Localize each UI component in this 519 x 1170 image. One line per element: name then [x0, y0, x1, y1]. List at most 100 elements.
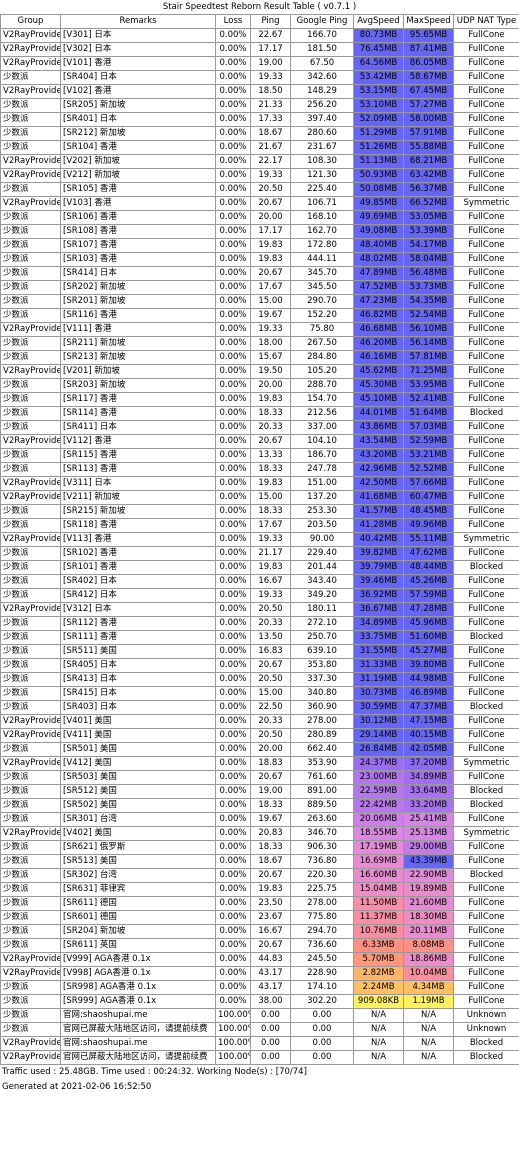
table-cell: FullCone: [453, 266, 519, 281]
table-cell: V2RayProvider: [0, 490, 61, 505]
result-table: Group Remarks Loss Ping Google Ping AvgSpeed M…: [0, 14, 519, 1065]
table-row: 少数派 [SR212] 新加坡 0.00% 18.67 280.60 51.29MB 57.…: [0, 126, 519, 141]
table-cell: 19.00: [250, 56, 291, 71]
table-cell: [V111] 香港: [60, 322, 216, 337]
table-cell: 20.67: [250, 196, 291, 211]
table-cell: FullCone: [453, 112, 519, 127]
table-cell: 53.05MB: [403, 210, 454, 225]
table-cell: 20.06MB: [353, 812, 404, 827]
table-row: 少数派 [SR103] 香港 0.00% 19.83 444.11 48.02MB 58.0…: [0, 252, 519, 267]
table-cell: V2RayProvider: [0, 168, 61, 183]
table-cell: 53.39MB: [403, 224, 454, 239]
table-cell: 49.85MB: [353, 196, 404, 211]
table-cell: [SR118] 香港: [60, 518, 216, 533]
table-cell: V2RayProvider: [0, 322, 61, 337]
table-cell: 0.00%: [215, 742, 251, 757]
table-cell: FullCone: [453, 686, 519, 701]
table-cell: 19.33: [250, 532, 291, 547]
table-cell: 42.96MB: [353, 462, 404, 477]
table-cell: 18.30MB: [403, 910, 454, 925]
table-cell: 23.50: [250, 896, 291, 911]
table-cell: 0.00%: [215, 476, 251, 491]
table-row: V2RayProvider [V312] 日本 0.00% 20.50 180.11 36…: [0, 602, 519, 617]
table-cell: FullCone: [453, 84, 519, 99]
table-cell: 639.10: [290, 644, 354, 659]
table-cell: [SR106] 香港: [60, 210, 216, 225]
table-cell: 19.33: [250, 70, 291, 85]
table-cell: V2RayProvider: [0, 434, 61, 449]
table-cell: FullCone: [453, 714, 519, 729]
table-cell: 5.70MB: [353, 952, 404, 967]
table-cell: FullCone: [453, 644, 519, 659]
table-cell: FullCone: [453, 490, 519, 505]
table-cell: 19.33: [250, 588, 291, 603]
table-cell: 0.00%: [215, 42, 251, 57]
table-cell: 0.00%: [215, 616, 251, 631]
table-cell: 16.69MB: [353, 854, 404, 869]
table-cell: 少数派: [0, 812, 61, 827]
table-cell: 168.10: [290, 210, 354, 225]
table-cell: FullCone: [453, 658, 519, 673]
table-cell: 0.00%: [215, 168, 251, 183]
table-cell: 47.15MB: [403, 714, 454, 729]
table-cell: 19.33: [250, 168, 291, 183]
table-cell: 57.59MB: [403, 588, 454, 603]
table-cell: 20.67: [250, 770, 291, 785]
table-cell: 16.67: [250, 574, 291, 589]
column-header: AvgSpeed: [353, 14, 404, 29]
table-cell: FullCone: [453, 476, 519, 491]
table-cell: 43.54MB: [353, 434, 404, 449]
table-cell: 909.08KB: [353, 994, 404, 1009]
table-cell: V2RayProvider: [0, 826, 61, 841]
table-cell: 15.04MB: [353, 882, 404, 897]
table-cell: [SR415] 日本: [60, 686, 216, 701]
table-cell: N/A: [403, 1008, 454, 1023]
table-cell: 0.00%: [215, 966, 251, 981]
table-cell: 20.50: [250, 672, 291, 687]
table-cell: 0.00%: [215, 140, 251, 155]
table-row: 少数派 [SR202] 新加坡 0.00% 17.67 345.50 47.52MB 53.…: [0, 280, 519, 295]
table-cell: V2RayProvider: [0, 602, 61, 617]
table-cell: 41.28MB: [353, 518, 404, 533]
table-cell: V2RayProvider: [0, 84, 61, 99]
table-row: V2RayProvider [V103] 香港 0.00% 20.67 106.71 49…: [0, 196, 519, 211]
table-cell: FullCone: [453, 350, 519, 365]
table-cell: 57.03MB: [403, 420, 454, 435]
table-cell: [SR117] 香港: [60, 392, 216, 407]
table-cell: [V103] 香港: [60, 196, 216, 211]
table-cell: FullCone: [453, 742, 519, 757]
table-cell: 少数派: [0, 98, 61, 113]
table-cell: 49.69MB: [353, 210, 404, 225]
table-row: 少数派 [SR402] 日本 0.00% 16.67 343.40 39.46MB 45.2…: [0, 574, 519, 589]
table-cell: 0.00%: [215, 238, 251, 253]
table-cell: 43.39MB: [403, 854, 454, 869]
table-cell: 20.00: [250, 742, 291, 757]
table-row: V2RayProvider [V211] 新加坡 0.00% 15.00 137.20 4…: [0, 490, 519, 505]
table-cell: [SR201] 新加坡: [60, 294, 216, 309]
table-cell: Blocked: [453, 630, 519, 645]
table-cell: 80.73MB: [353, 28, 404, 43]
table-cell: FullCone: [453, 182, 519, 197]
table-cell: 180.11: [290, 602, 354, 617]
table-cell: 30.12MB: [353, 714, 404, 729]
table-cell: 42.05MB: [403, 742, 454, 757]
table-cell: 272.10: [290, 616, 354, 631]
table-cell: 245.50: [290, 952, 354, 967]
table-cell: FullCone: [453, 448, 519, 463]
table-cell: 349.20: [290, 588, 354, 603]
table-cell: 45.30MB: [353, 378, 404, 393]
table-cell: [V112] 香港: [60, 434, 216, 449]
table-cell: 17.67: [250, 518, 291, 533]
table-cell: 官网已屏蔽大陆地区访问，请提前续费: [60, 1022, 216, 1037]
table-cell: 162.70: [290, 224, 354, 239]
table-cell: [SR107] 香港: [60, 238, 216, 253]
table-cell: [SR503] 美国: [60, 770, 216, 785]
table-cell: FullCone: [453, 322, 519, 337]
table-cell: 95.65MB: [403, 28, 454, 43]
table-cell: 40.42MB: [353, 532, 404, 547]
table-cell: 少数派: [0, 644, 61, 659]
table-row: 少数派 [SR114] 香港 0.00% 18.33 212.56 44.01MB 51.6…: [0, 406, 519, 421]
table-cell: 47.37MB: [403, 700, 454, 715]
table-cell: 20.50: [250, 182, 291, 197]
table-row: 少数派 [SR101] 香港 0.00% 19.83 201.44 39.79MB 48.4…: [0, 560, 519, 575]
